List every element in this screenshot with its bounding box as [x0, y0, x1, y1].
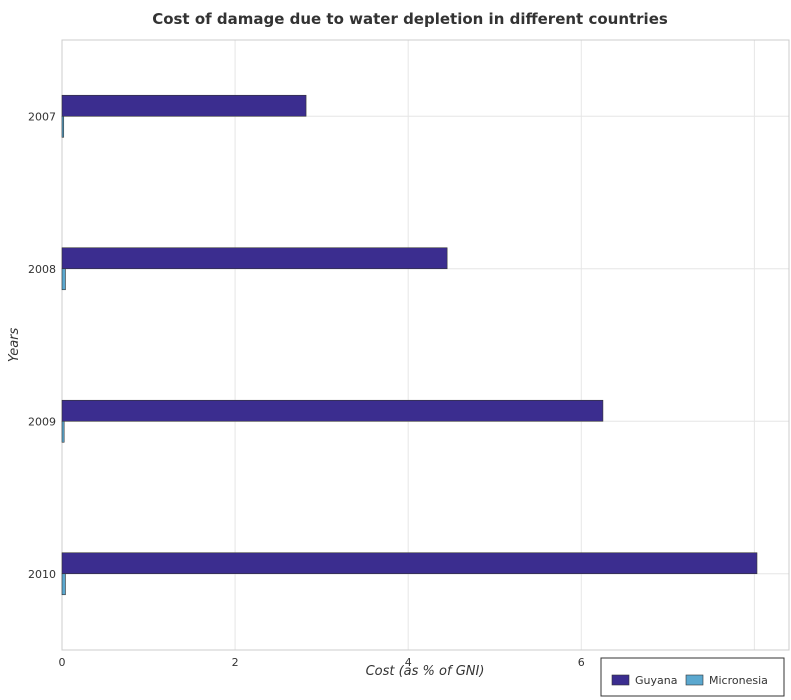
y-tick-label: 2008 [28, 263, 56, 276]
bar-guyana-2007 [61, 94, 307, 117]
x-tick-label: 2 [232, 656, 239, 669]
bar-micronesia-2007 [61, 115, 65, 138]
legend-label-micronesia: Micronesia [709, 674, 768, 687]
y-tick-label: 2009 [28, 415, 56, 428]
bar-guyana-2009 [61, 399, 604, 422]
y-tick-labels: 2007 2008 2009 2010 [28, 110, 56, 581]
bars [61, 94, 758, 596]
bar-guyana-2008 [61, 247, 448, 270]
x-tick-label: 6 [578, 656, 585, 669]
x-tick-label: 4 [405, 656, 412, 669]
bar-guyana-2010 [61, 552, 758, 575]
legend-label-guyana: Guyana [635, 674, 677, 687]
legend-swatch-guyana [611, 674, 630, 686]
legend: Guyana Micronesia [600, 657, 785, 697]
y-tick-label: 2007 [28, 110, 56, 123]
x-axis-label: Cost (as % of GNI) [366, 664, 485, 679]
plot-frame [61, 39, 790, 651]
y-axis-label: Years [7, 327, 22, 362]
chart-title: Cost of damage due to water depletion in… [152, 10, 668, 28]
legend-swatch-micronesia [685, 674, 704, 686]
bar-micronesia-2008 [61, 268, 66, 291]
bar-micronesia-2010 [61, 573, 66, 596]
x-tick-label: 0 [59, 656, 66, 669]
bar-micronesia-2009 [61, 420, 65, 443]
y-tick-label: 2010 [28, 568, 56, 581]
